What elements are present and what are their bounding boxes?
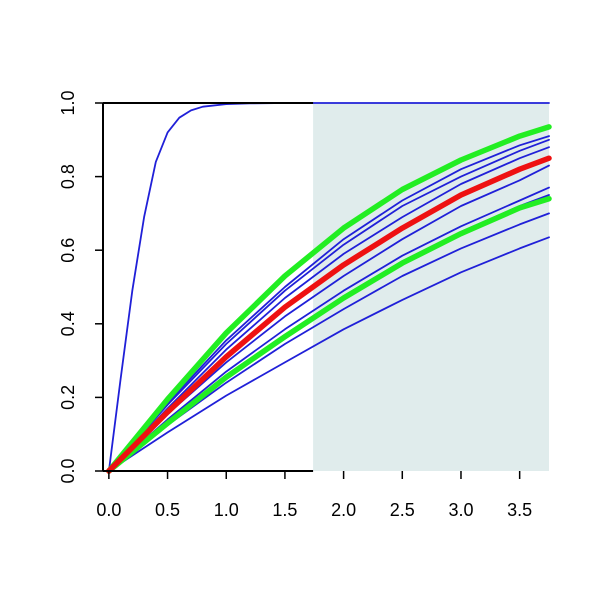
x-tick-label: 3.0 — [448, 500, 473, 520]
series-line-blue-5 — [108, 138, 550, 472]
series-line-green-12 — [106, 195, 552, 474]
y-axis: 0.0 0.2 0.4 0.6 0.8 1.0 — [58, 90, 103, 484]
frame — [102, 102, 314, 472]
series-line-blue-7 — [108, 186, 550, 472]
series-line-blue-6 — [108, 135, 550, 472]
x-tick-label: 2.0 — [331, 500, 356, 520]
x-tick-label: 1.5 — [272, 500, 297, 520]
x-axis: 0.0 0.5 1.0 1.5 2.0 2.5 3.0 3.5 — [96, 471, 532, 520]
y-tick-label: 1.0 — [58, 90, 78, 115]
y-tick-label: 0.2 — [58, 385, 78, 410]
x-tick-label: 0.5 — [155, 500, 180, 520]
series-line-blue-10 — [108, 236, 550, 472]
plot-area — [106, 102, 552, 474]
x-tick-label: 3.5 — [507, 500, 532, 520]
x-tick-label: 2.5 — [390, 500, 415, 520]
series-line-blue-4 — [108, 146, 550, 472]
y-tick-label: 0.0 — [58, 458, 78, 483]
series-layer — [106, 102, 552, 474]
series-line-green-11 — [106, 124, 552, 474]
x-tick-label: 0.0 — [96, 500, 121, 520]
y-tick-label: 0.8 — [58, 164, 78, 189]
series-line-red-13 — [106, 155, 552, 474]
y-tick-label: 0.6 — [58, 238, 78, 263]
y-tick-label: 0.4 — [58, 311, 78, 336]
x-tick-label: 1.0 — [214, 500, 239, 520]
